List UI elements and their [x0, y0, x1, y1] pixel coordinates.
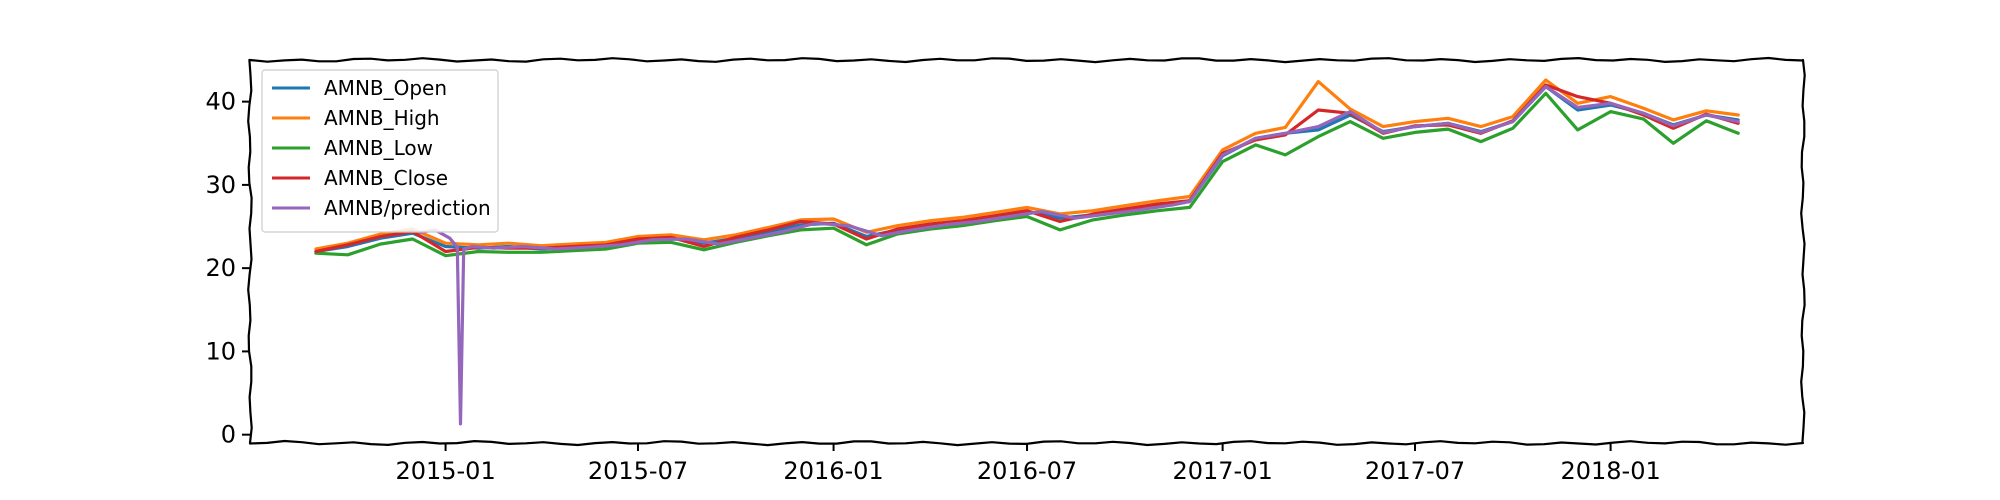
- x-tick-label: 2016-07: [977, 457, 1077, 485]
- legend-label: AMNB_Open: [324, 76, 447, 100]
- x-tick-label: 2018-01: [1560, 457, 1660, 485]
- legend-entry: AMNB/prediction: [272, 196, 491, 220]
- legend: AMNB_Open AMNB_High AMNB_Low AMNB_Close AMNB…: [261, 69, 499, 233]
- legend-label: AMNB_High: [324, 106, 440, 130]
- y-axis: 0 10 20 30 40: [205, 88, 250, 449]
- legend-entry: AMNB_High: [272, 106, 440, 130]
- legend-entry: AMNB_Low: [272, 136, 433, 160]
- legend-entry: AMNB_Close: [272, 166, 448, 190]
- axes-frame: [247, 56, 1806, 447]
- y-tick-label: 30: [205, 171, 236, 199]
- legend-label: AMNB_Close: [324, 166, 448, 190]
- x-tick-label: 2017-07: [1365, 457, 1465, 485]
- legend-label: AMNB/prediction: [324, 196, 491, 220]
- x-tick-label: 2015-07: [588, 457, 688, 485]
- y-tick-label: 20: [205, 254, 236, 282]
- legend-label: AMNB_Low: [324, 136, 433, 160]
- legend-entry: AMNB_Open: [272, 76, 447, 100]
- y-tick-label: 40: [205, 88, 236, 116]
- legend-items: AMNB_Open AMNB_High AMNB_Low AMNB_Close AMNB…: [272, 76, 491, 220]
- x-tick-label: 2015-01: [395, 457, 495, 485]
- y-tick-label: 10: [205, 337, 236, 365]
- plot-area: 2015-01 2015-07 2016-01 2016-07 2017-01 2017-…: [205, 56, 1806, 485]
- x-axis: 2015-01 2015-07 2016-01 2016-07 2017-01 2017-…: [395, 443, 1661, 485]
- y-tick-label: 0: [221, 421, 236, 449]
- x-tick-label: 2016-01: [783, 457, 883, 485]
- legend-box: [261, 69, 499, 233]
- series-layer: [314, 78, 1740, 426]
- x-tick-label: 2017-01: [1172, 457, 1272, 485]
